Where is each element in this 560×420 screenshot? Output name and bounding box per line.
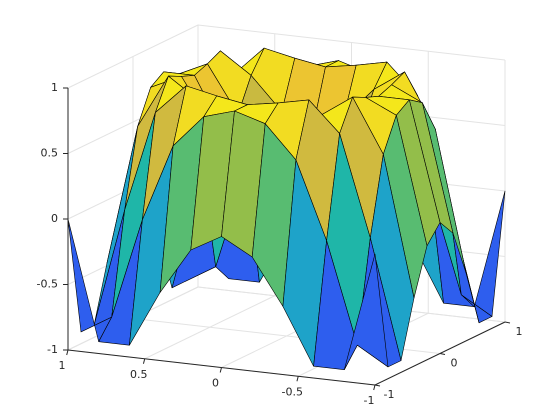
x-tick xyxy=(142,358,146,364)
y-tick-label: -1 xyxy=(384,388,395,401)
z-tick-label: 0 xyxy=(51,212,58,225)
x-tick-label: 0 xyxy=(212,377,219,390)
y-tick xyxy=(374,384,381,387)
grid-line xyxy=(197,24,506,61)
y-tick-label: 0 xyxy=(451,357,458,370)
y-tick-label: 1 xyxy=(516,325,523,338)
x-tick xyxy=(219,367,222,373)
x-tick-label: 1 xyxy=(59,359,66,372)
z-tick-label: 1 xyxy=(51,81,58,94)
x-tick-label: -1 xyxy=(364,394,375,407)
x-tick xyxy=(373,384,376,391)
x-tick xyxy=(296,376,299,382)
y-tick xyxy=(504,321,511,324)
x-tick-label: -0.5 xyxy=(282,385,303,398)
surface-face xyxy=(343,253,389,371)
grid-line xyxy=(67,24,199,89)
z-tick-label: 0.5 xyxy=(41,147,59,160)
z-tick-label: -0.5 xyxy=(37,278,58,291)
x-tick-label: 0.5 xyxy=(130,368,148,381)
z-tick-label: -1 xyxy=(47,343,58,356)
x-tick xyxy=(66,349,69,356)
y-tick xyxy=(439,353,446,355)
